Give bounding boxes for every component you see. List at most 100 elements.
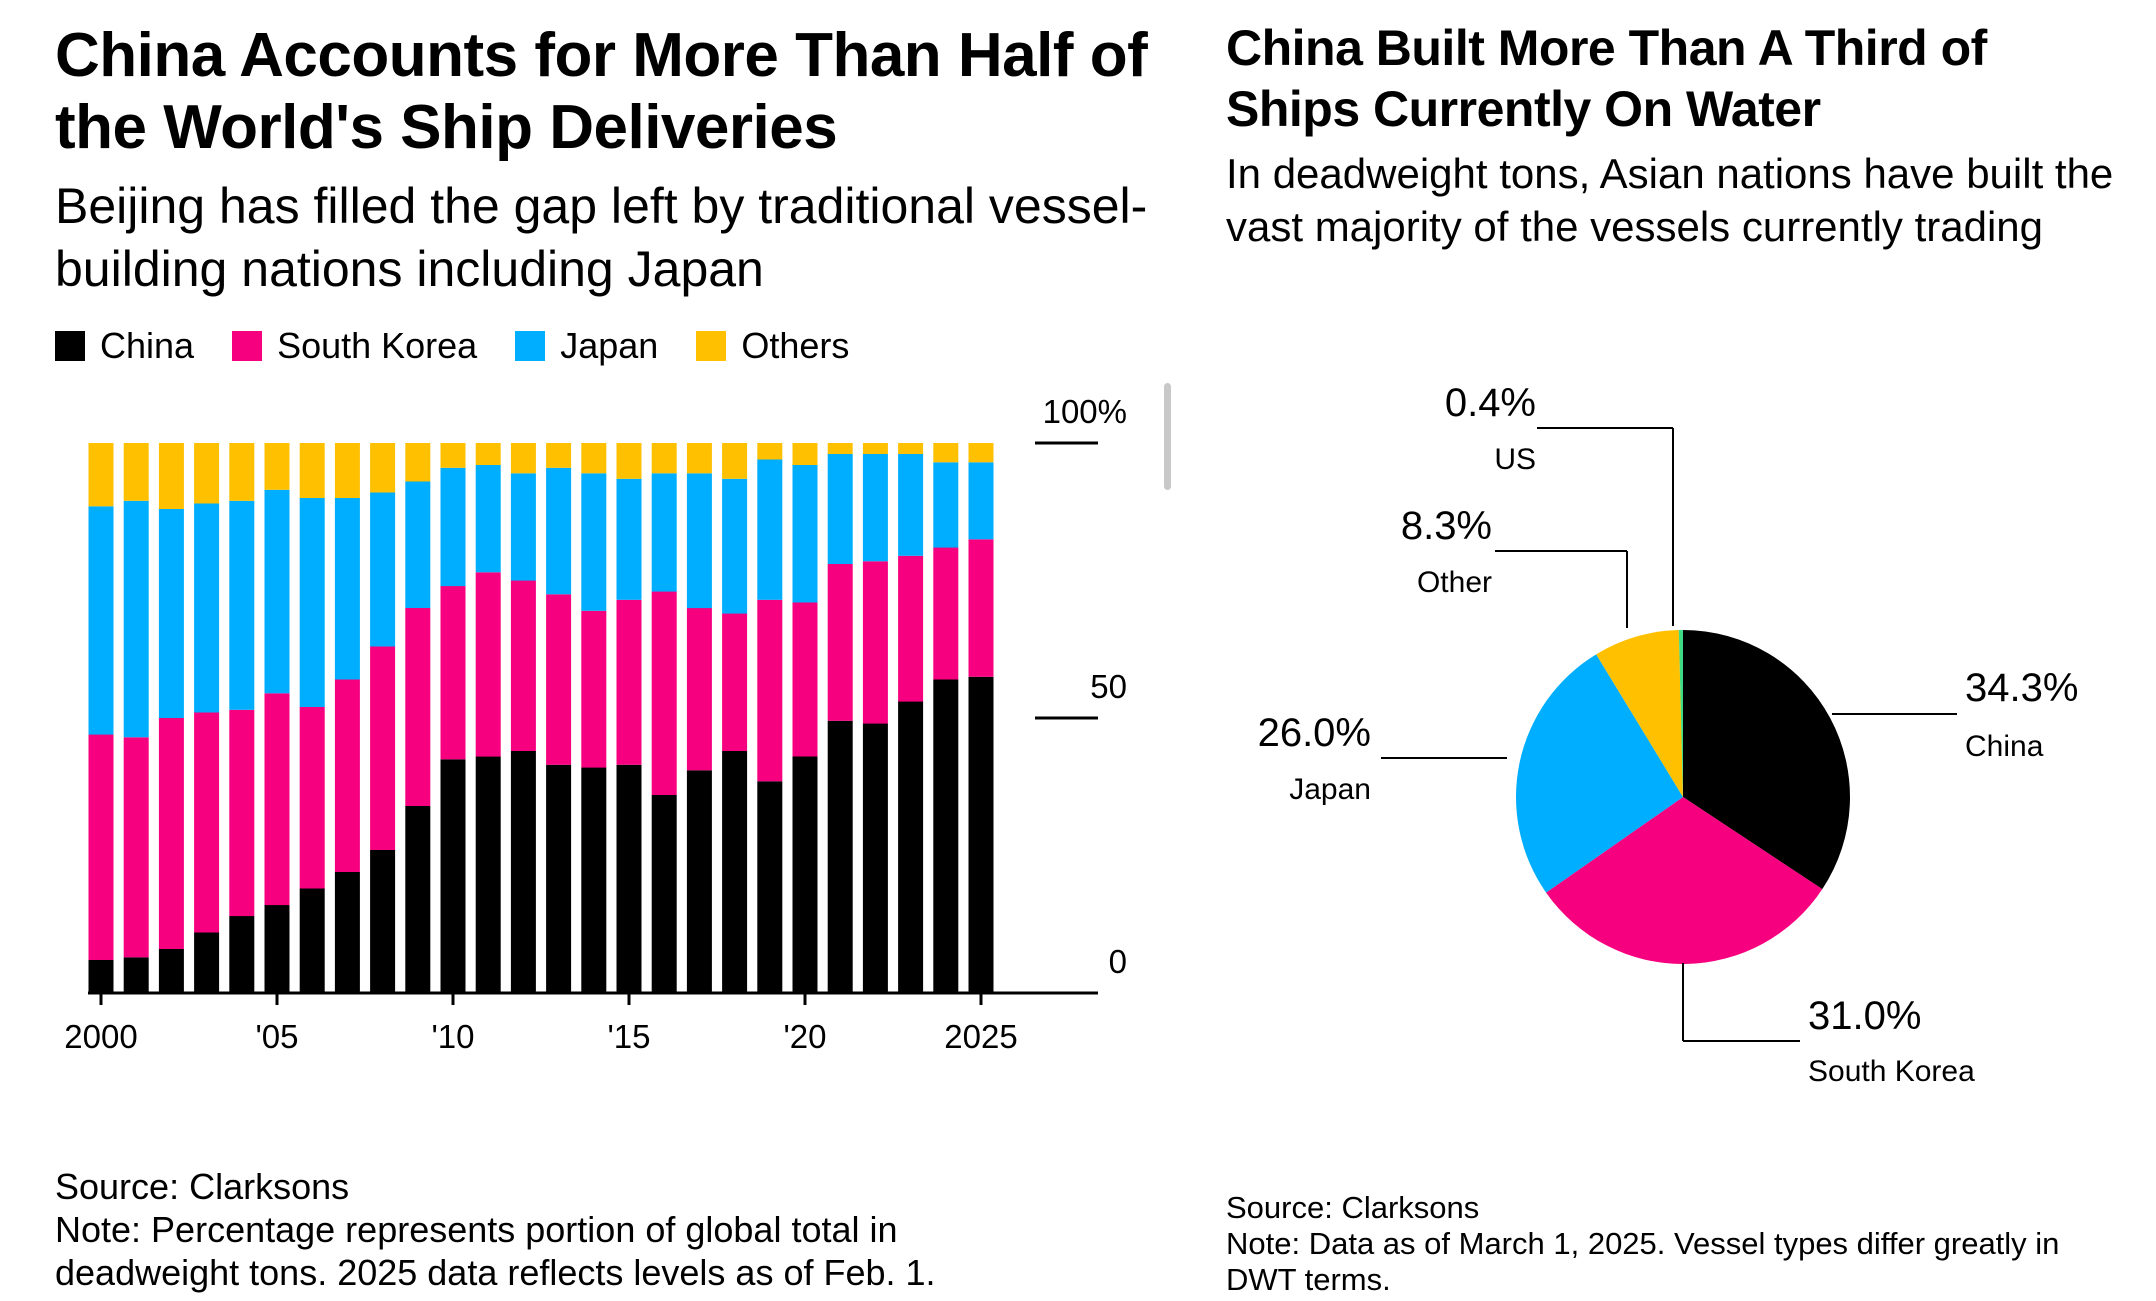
bar-china-2008 — [370, 850, 396, 993]
bar-japan-2001 — [123, 500, 149, 738]
legend-label-south-korea: South Korea — [277, 325, 478, 366]
pie-slice-china — [1683, 630, 1850, 890]
legend-swatch-china — [55, 331, 85, 361]
bar-japan-2013 — [546, 467, 572, 595]
right-chart-title: China Built More Than A Third of Ships C… — [1226, 20, 1987, 137]
legend-label-others: Others — [741, 325, 850, 366]
bar-others-2008 — [370, 443, 396, 493]
bar-others-2023 — [898, 443, 924, 454]
bar-others-2009 — [405, 443, 431, 482]
bar-south-korea-2006 — [299, 707, 325, 889]
bar-japan-2014 — [581, 473, 607, 611]
bar-china-2018 — [722, 751, 748, 993]
bar-others-2000 — [88, 443, 114, 507]
bar-south-korea-2025 — [968, 539, 994, 677]
pie-category-label-china: China — [1965, 730, 2044, 763]
bar-japan-2015 — [616, 478, 642, 600]
pie-slice-south-korea — [1546, 797, 1823, 964]
scroll-indicator[interactable] — [1164, 383, 1171, 490]
y-tick-label-50: 50 — [1090, 668, 1127, 705]
bar-others-2001 — [123, 443, 149, 501]
bar-china-2022 — [862, 723, 888, 993]
bar-chart-legend: China South Korea Japan Others — [55, 325, 887, 367]
bar-others-2021 — [827, 443, 853, 454]
bar-china-2010 — [440, 759, 466, 994]
right-chart-note: Note: Data as of March 1, 2025. Vessel t… — [1226, 1226, 2060, 1297]
bar-china-2025 — [968, 676, 994, 994]
bar-others-2019 — [757, 443, 783, 460]
pie-slice-us — [1678, 630, 1683, 797]
bar-others-2005 — [264, 443, 290, 490]
stacked-bar-chart: 0 50 100% 2000 '05 '10 '15 '20 2025 — [64, 393, 1127, 1055]
pie-chart: 34.3% China 31.0% South Korea 26.0% Japan 8.3%… — [1258, 381, 2079, 1088]
legend-label-japan: Japan — [560, 325, 659, 366]
bar-japan-2004 — [229, 500, 255, 710]
bar-others-2006 — [299, 443, 325, 498]
bar-others-2012 — [510, 443, 536, 474]
pie-category-label-japan: Japan — [1289, 773, 1371, 806]
bar-china-2017 — [686, 770, 712, 994]
bar-others-2013 — [546, 443, 572, 468]
bar-south-korea-2014 — [581, 610, 607, 768]
bar-china-2016 — [651, 795, 677, 993]
y-tick-label-0: 0 — [1109, 943, 1127, 980]
pie-value-label-other: 8.3% — [1401, 504, 1492, 548]
bar-south-korea-2016 — [651, 591, 677, 795]
bar-others-2015 — [616, 443, 642, 479]
bar-others-2022 — [862, 443, 888, 454]
bar-others-2010 — [440, 443, 466, 468]
bar-china-2002 — [158, 949, 184, 993]
bar-south-korea-2002 — [158, 718, 184, 949]
bar-others-2003 — [194, 443, 220, 504]
x-tick-label-2010: '10 — [431, 1018, 474, 1055]
legend-swatch-japan — [515, 331, 546, 361]
bar-china-2021 — [827, 720, 853, 994]
pie-category-label-us: US — [1494, 443, 1536, 476]
bar-south-korea-2018 — [722, 613, 748, 751]
bar-south-korea-2007 — [334, 679, 360, 872]
x-tick-label-2015: '15 — [607, 1018, 650, 1055]
bar-others-2017 — [686, 443, 712, 474]
x-tick-label-2025: 2025 — [944, 1018, 1017, 1055]
bar-japan-2008 — [370, 492, 396, 647]
bar-japan-2021 — [827, 454, 853, 564]
bar-japan-2012 — [510, 473, 536, 581]
bar-south-korea-2021 — [827, 564, 853, 721]
bar-japan-2000 — [88, 506, 114, 735]
bar-japan-2005 — [264, 489, 290, 694]
legend-item-china: China — [55, 325, 194, 367]
bar-china-2019 — [757, 781, 783, 994]
legend-label-china: China — [100, 325, 195, 366]
bar-south-korea-2015 — [616, 599, 642, 765]
bar-japan-2019 — [757, 459, 783, 600]
bar-china-2024 — [933, 679, 959, 993]
bar-south-korea-2012 — [510, 580, 536, 751]
right-chart-subtitle: In deadweight tons, Asian nations have b… — [1226, 150, 2114, 250]
bar-others-2016 — [651, 443, 677, 474]
x-tick-label-2000: 2000 — [64, 1018, 137, 1055]
bar-south-korea-2017 — [686, 608, 712, 771]
bar-china-2009 — [405, 806, 431, 993]
bar-china-2003 — [194, 932, 220, 993]
bar-others-2024 — [933, 443, 959, 463]
bar-japan-2002 — [158, 509, 184, 718]
bar-japan-2018 — [722, 478, 748, 614]
x-tick-label-2020: '20 — [783, 1018, 826, 1055]
bar-china-2007 — [334, 872, 360, 993]
bar-china-2001 — [123, 957, 149, 994]
left-chart-title: China Accounts for More Than Half of the… — [55, 21, 1148, 162]
bar-south-korea-2003 — [194, 712, 220, 933]
pie-category-label-other: Other — [1417, 566, 1492, 599]
bar-south-korea-2000 — [88, 734, 114, 960]
pie-value-label-south-korea: 31.0% — [1808, 994, 1921, 1038]
bar-others-2025 — [968, 443, 994, 463]
bar-south-korea-2001 — [123, 737, 149, 958]
pie-slice-japan — [1516, 654, 1683, 893]
bar-south-korea-2024 — [933, 547, 959, 680]
bar-japan-2009 — [405, 481, 431, 608]
bar-china-2014 — [581, 767, 607, 993]
pie-value-label-china: 34.3% — [1965, 666, 2078, 710]
bar-south-korea-2023 — [898, 555, 924, 702]
bar-china-2011 — [475, 756, 501, 993]
x-tick-label-2005: '05 — [255, 1018, 298, 1055]
